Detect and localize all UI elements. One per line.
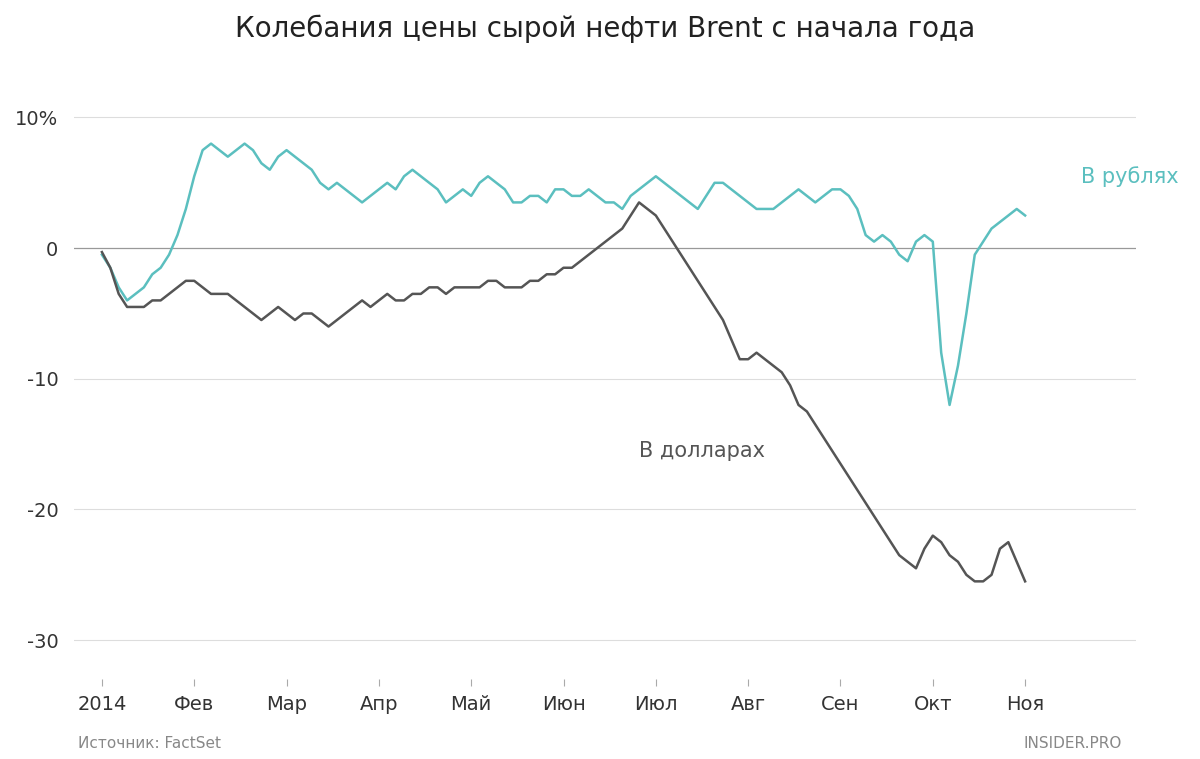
Text: INSIDER.PRO: INSIDER.PRO xyxy=(1024,735,1122,751)
Title: Колебания цены сырой нефти Brent с начала года: Колебания цены сырой нефти Brent с начал… xyxy=(235,15,976,43)
Text: Источник: FactSet: Источник: FactSet xyxy=(78,735,221,751)
Text: В долларах: В долларах xyxy=(638,441,764,461)
Text: В рублях: В рублях xyxy=(1080,166,1178,187)
